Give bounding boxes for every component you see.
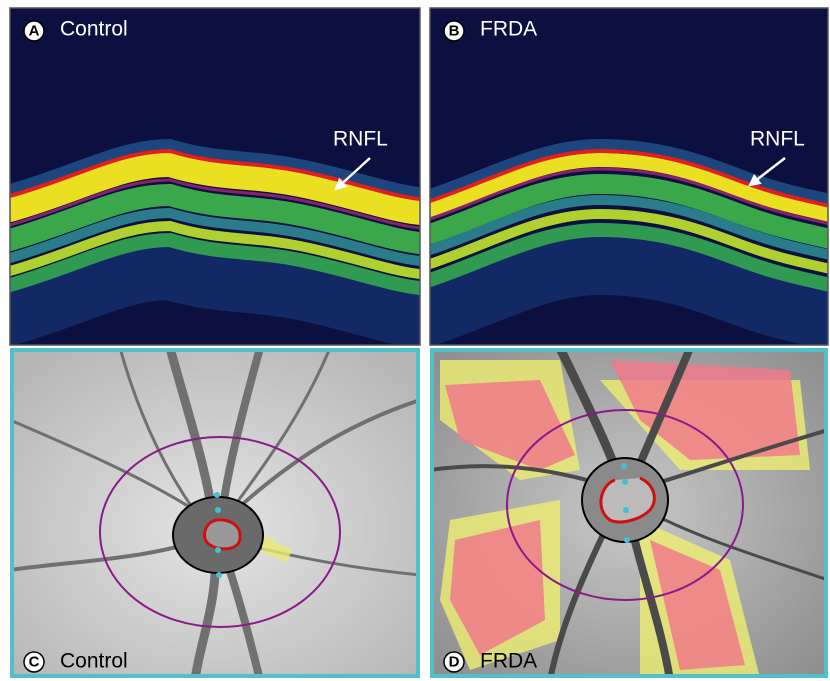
panel-label: FRDA — [480, 650, 537, 673]
panel-label: FRDA — [480, 18, 537, 41]
fundus-control — [10, 348, 420, 680]
annotation: RNFL — [333, 128, 388, 151]
panel-letter: D — [449, 654, 460, 671]
oct-scan-frda — [430, 8, 830, 345]
panel-letter: A — [29, 23, 40, 40]
figure: RNFL RNFL A Control B FRDA C Control D F… — [0, 0, 830, 681]
panel-label: Control — [60, 650, 128, 673]
oct-scan-control — [10, 8, 420, 345]
annotation: RNFL — [750, 128, 805, 151]
panel-letter: C — [29, 654, 40, 671]
panel-letter: B — [449, 23, 460, 40]
fundus-frda — [430, 348, 828, 680]
panel-label: Control — [60, 18, 128, 41]
